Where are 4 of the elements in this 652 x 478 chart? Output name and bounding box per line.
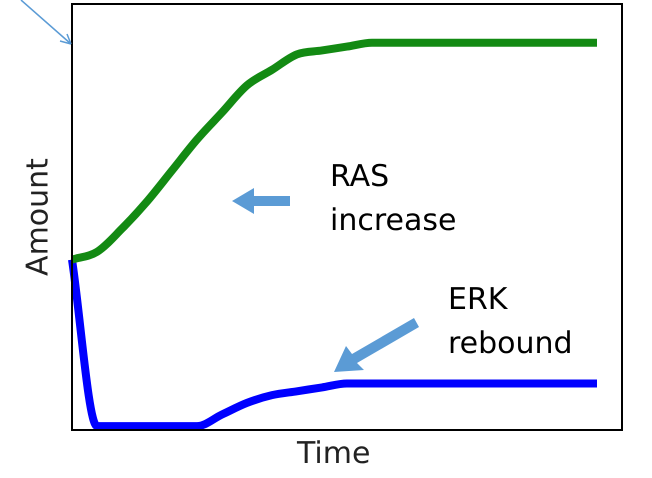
annotation: RAS increase: [330, 158, 458, 240]
x-axis-title: Time: [297, 436, 370, 471]
y-axis-title: Amount: [20, 158, 56, 276]
annotation: ERK rebound: [448, 281, 574, 363]
